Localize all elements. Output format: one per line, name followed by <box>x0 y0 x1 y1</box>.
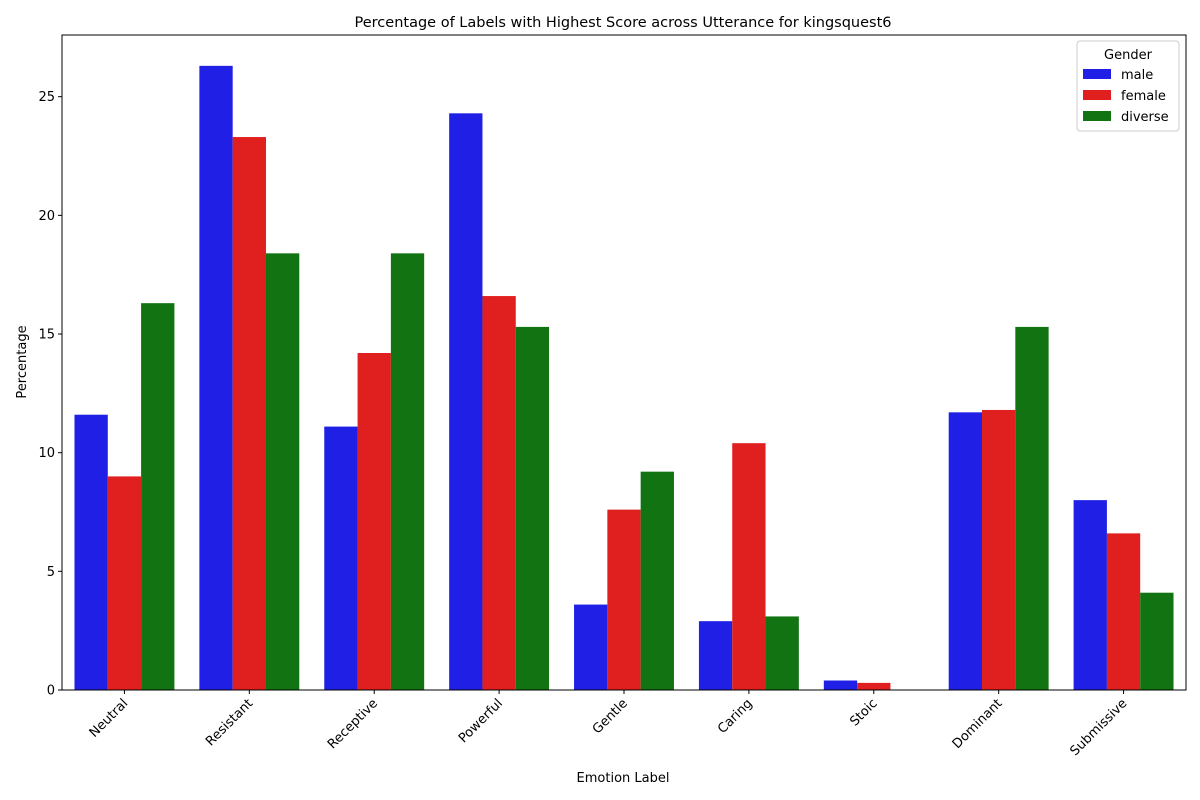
bar-male-caring <box>698 621 733 690</box>
bar-female-submissive <box>1106 533 1141 690</box>
bar-female-receptive <box>357 353 391 690</box>
bar-male-receptive <box>324 426 358 690</box>
y-tick-label: 5 <box>47 565 55 580</box>
x-axis-label: Emotion Label <box>577 771 670 786</box>
x-tick-label-resistant: Resistant <box>203 696 256 749</box>
y-tick-label: 0 <box>47 684 55 699</box>
legend-label-diverse: diverse <box>1121 110 1169 125</box>
y-tick-label: 15 <box>38 328 55 343</box>
legend-title: Gender <box>1104 48 1153 63</box>
bar-female-powerful <box>482 296 516 690</box>
bar-male-gentle <box>574 604 608 690</box>
bar-female-resistant <box>232 137 266 690</box>
y-tick-label: 20 <box>38 209 55 224</box>
legend-box <box>1076 40 1180 132</box>
y-axis-label: Percentage <box>15 325 30 398</box>
y-tick-label: 10 <box>38 446 55 461</box>
bar-diverse-dominant <box>1015 326 1049 690</box>
bar-male-neutral <box>74 414 108 690</box>
legend-label-female: female <box>1121 89 1166 104</box>
x-tick-label-gentle: Gentle <box>590 696 631 737</box>
legend-swatch-female <box>1083 90 1111 100</box>
legend-swatch-diverse <box>1083 111 1111 121</box>
x-tick-label-receptive: Receptive <box>325 696 381 752</box>
x-tick-label-submissive: Submissive <box>1068 696 1131 759</box>
legend-swatch-male <box>1083 69 1111 79</box>
legend: Gender male female diverse <box>1076 40 1180 132</box>
bar-male-resistant <box>199 65 233 691</box>
bar-diverse-gentle <box>640 471 674 690</box>
bar-diverse-neutral <box>141 303 175 690</box>
bar-diverse-receptive <box>390 253 425 691</box>
bar-diverse-submissive <box>1140 592 1174 690</box>
x-tick-label-dominant: Dominant <box>950 696 1006 752</box>
bar-male-dominant <box>948 412 983 690</box>
bar-diverse-powerful <box>515 326 550 690</box>
legend-label-male: male <box>1121 68 1153 83</box>
bar-female-caring <box>732 443 766 690</box>
bar-male-powerful <box>449 113 483 691</box>
bar-diverse-caring <box>765 616 799 690</box>
y-tick-label: 25 <box>38 90 55 105</box>
bar-female-stoic <box>857 682 891 690</box>
x-tick-label-powerful: Powerful <box>456 696 506 746</box>
bar-female-gentle <box>607 509 641 690</box>
bar-male-submissive <box>1073 500 1107 690</box>
chart-title: Percentage of Labels with Highest Score … <box>355 15 892 31</box>
plot-frame <box>61 34 1187 691</box>
x-tick-label-stoic: Stoic <box>847 696 880 729</box>
x-tick-label-neutral: Neutral <box>87 696 132 741</box>
x-tick-label-caring: Caring <box>715 696 756 737</box>
bars-group <box>74 65 1174 691</box>
y-axis: 0 5 10 15 20 25 <box>38 90 62 699</box>
bar-female-neutral <box>107 476 142 690</box>
x-axis: Neutral Resistant Receptive Powerful Gentle C… <box>87 690 1131 759</box>
bar-male-stoic <box>823 680 858 690</box>
bar-female-dominant <box>982 409 1016 690</box>
bar-diverse-resistant <box>265 253 300 691</box>
